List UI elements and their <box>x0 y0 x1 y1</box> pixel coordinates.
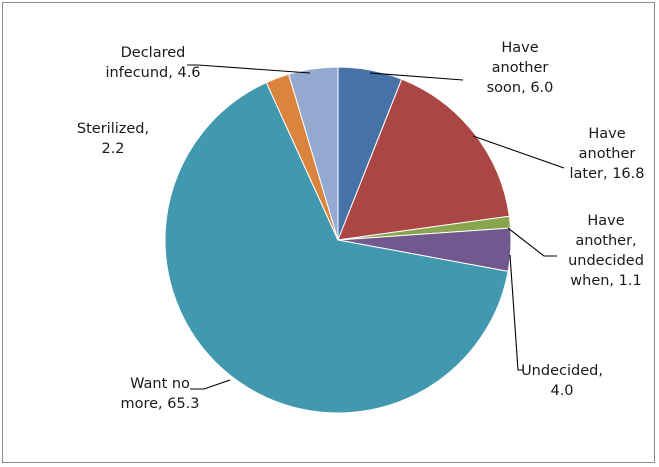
slice-label-line: 4.0 <box>550 383 573 399</box>
slice-label-line: soon, 6.0 <box>487 80 554 96</box>
slice-label-line: 2.2 <box>101 141 124 157</box>
slice-label-1: Have another later, 16.8 <box>570 126 645 182</box>
slice-label-line: Declared <box>121 45 186 61</box>
leader-line-4 <box>190 379 231 390</box>
slice-label-6: Declared infecund, 4.6 <box>105 45 200 81</box>
slice-label-line: when, 1.1 <box>570 273 641 289</box>
slice-label-line: Sterilized, <box>77 121 149 137</box>
slice-label-line: more, 65.3 <box>120 396 199 412</box>
slice-label-2: Have another, undecided when, 1.1 <box>568 213 644 289</box>
pie-slice-1 <box>337 78 510 241</box>
slice-label-line: another <box>492 60 549 76</box>
leader-line-6 <box>187 64 311 74</box>
slice-label-line: Want no <box>130 376 190 392</box>
slice-label-line: Have <box>588 126 625 142</box>
slice-label-line: undecided <box>568 253 644 269</box>
leader-line-1 <box>472 135 565 169</box>
slice-label-line: Undecided, <box>521 363 603 379</box>
slice-label-line: Have <box>501 40 538 56</box>
pie-slice-4 <box>164 81 509 414</box>
pie-slice-6 <box>288 66 339 241</box>
leader-lines <box>187 64 565 390</box>
slice-label-0: Have another soon, 6.0 <box>487 40 554 96</box>
leader-line-2 <box>507 227 557 257</box>
leader-line-0 <box>369 72 464 81</box>
slice-label-line: another <box>579 146 636 162</box>
pie-slices <box>164 66 512 414</box>
slice-label-line: Have <box>587 213 624 229</box>
slice-label-line: another, <box>575 233 636 249</box>
slice-labels: Have another soon, 6.0 Have another later, 16… <box>77 40 645 412</box>
slice-label-4: Want no more, 65.3 <box>120 376 199 412</box>
slice-label-5: Sterilized, 2.2 <box>77 121 149 157</box>
leader-line-3 <box>509 254 523 371</box>
slice-label-line: later, 16.8 <box>570 166 645 182</box>
slice-label-3: Undecided, 4.0 <box>521 363 603 399</box>
slice-label-line: infecund, 4.6 <box>105 65 200 81</box>
